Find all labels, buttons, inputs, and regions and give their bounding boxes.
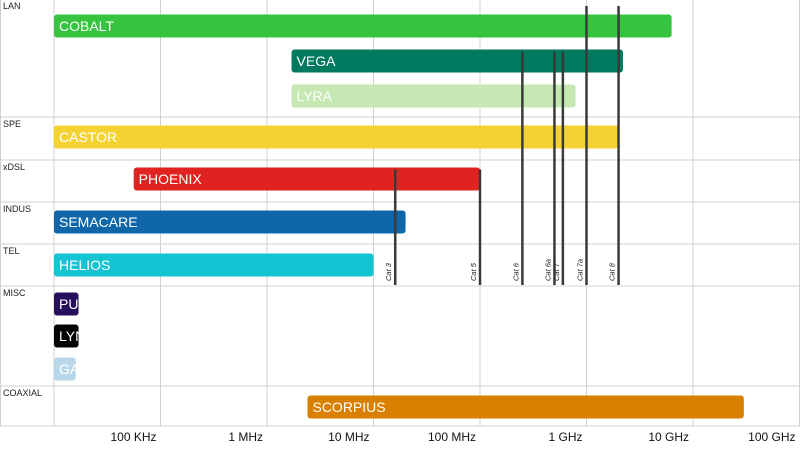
cable-label: Cat 7a — [576, 259, 585, 281]
group-label: xDSL — [3, 162, 25, 172]
cable-label: Cat 7 — [552, 262, 561, 281]
group-labels: LAN SPE xDSL INDUS TEL MISC COAXIAL — [3, 1, 42, 398]
group-label: COAXIAL — [3, 388, 42, 398]
bar-label: PUMA — [59, 296, 100, 312]
bars: COBALT VEGA LYRA CASTOR PHOENIX SEMACARE HELIO… — [54, 14, 744, 419]
bar-scorpius — [307, 395, 744, 419]
bar-label: COBALT — [59, 18, 114, 34]
bar-label: VEGA — [297, 53, 337, 69]
bar-label: LYNX — [59, 328, 95, 344]
x-tick-label: 100 MHz — [428, 430, 476, 444]
bar-label: GAIA — [59, 361, 93, 377]
bar-lyra — [291, 84, 576, 108]
x-tick-label: 100 GHz — [748, 430, 795, 444]
bar-label: HELIOS — [59, 257, 110, 273]
group-label: SPE — [3, 119, 21, 129]
group-label: LAN — [3, 1, 21, 11]
x-tick-label: 1 MHz — [228, 430, 263, 444]
bar-label: CASTOR — [59, 129, 117, 145]
x-tick-label: 10 MHz — [328, 430, 369, 444]
bar-label: SCORPIUS — [312, 399, 385, 415]
bar-label: PHOENIX — [139, 171, 203, 187]
bar-vega — [291, 49, 623, 73]
cable-label: Cat 6a — [543, 259, 552, 281]
x-axis-tick-labels: 100 KHz 1 MHz 10 MHz 100 MHz 1 GHz 10 GHz 100 … — [110, 430, 795, 444]
cable-label: Cat 8 — [608, 262, 617, 281]
bar-phoenix — [133, 167, 481, 191]
cable-label: Cat 6 — [511, 262, 520, 281]
group-label: TEL — [3, 246, 20, 256]
x-tick-label: 1 GHz — [548, 430, 582, 444]
bar-helios — [54, 253, 374, 277]
bar-puma — [54, 292, 79, 316]
group-label: INDUS — [3, 204, 31, 214]
bar-label: LYRA — [297, 88, 333, 104]
cable-label: Cat 5 — [469, 262, 478, 281]
bar-castor — [54, 125, 619, 149]
cable-category-lines: Cat 3 Cat 5 Cat 6 Cat 6a Cat 7 Cat 7a Cat 8 — [384, 6, 620, 285]
x-tick-label: 100 KHz — [110, 430, 156, 444]
bar-cobalt — [54, 14, 672, 38]
x-tick-label: 10 GHz — [648, 430, 689, 444]
cable-label: Cat 3 — [384, 262, 393, 281]
bar-label: SEMACARE — [59, 214, 138, 230]
bar-gaia — [54, 357, 76, 381]
bar-semacare — [54, 210, 406, 234]
bar-lynx — [54, 324, 79, 348]
group-label: MISC — [3, 288, 26, 298]
